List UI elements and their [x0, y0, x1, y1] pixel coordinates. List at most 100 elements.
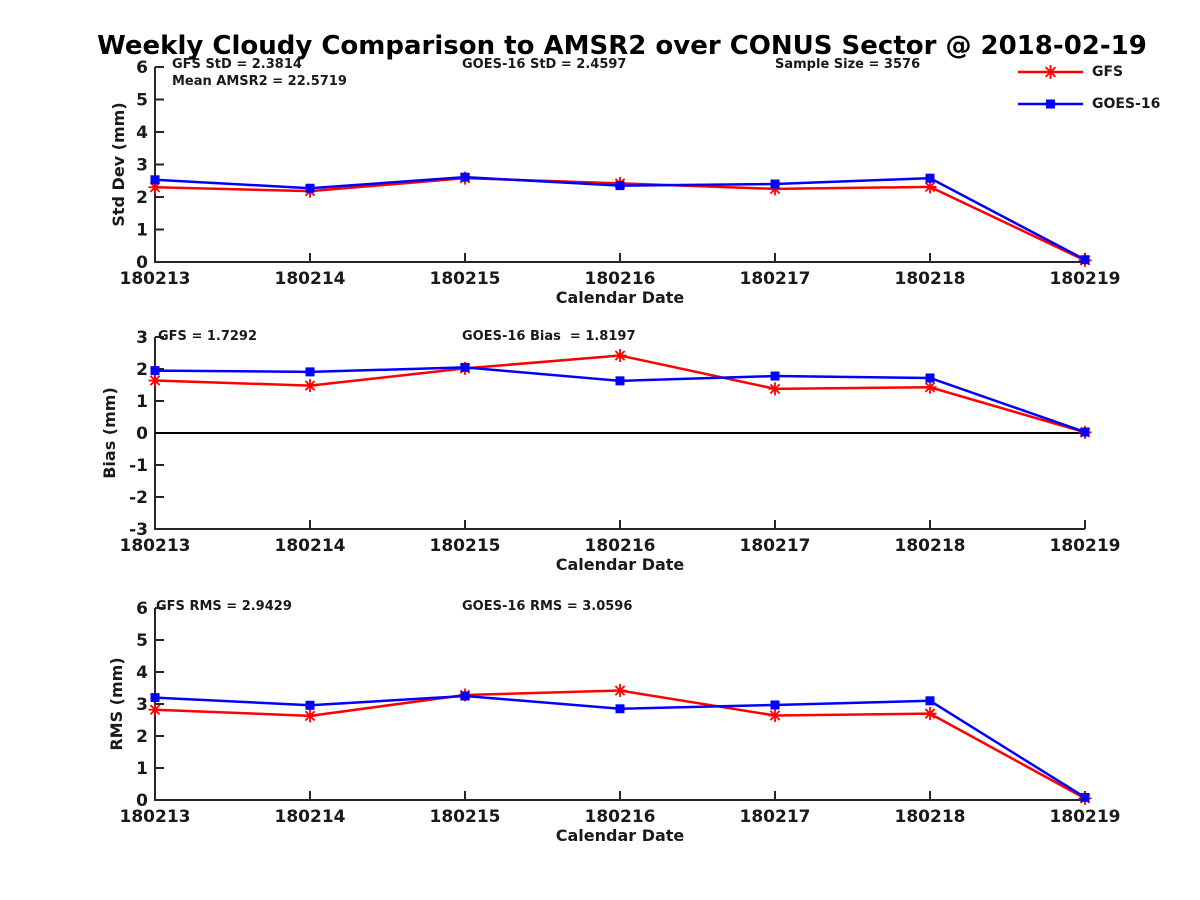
goes-16-marker	[460, 691, 470, 701]
gfs-marker	[768, 182, 782, 196]
goes16-line-square-icon	[1018, 99, 1083, 109]
gfs-legend-label: GFS	[1092, 64, 1124, 80]
x-tick-label: 180214	[275, 807, 346, 827]
y-tick-label: 3	[136, 156, 148, 176]
y-tick-label: -1	[129, 456, 148, 476]
y-tick-label: 4	[136, 663, 148, 683]
gfs-marker	[768, 709, 782, 723]
y-tick-label: 6	[136, 599, 148, 619]
goes-16-marker	[770, 371, 780, 381]
gfs-marker	[148, 180, 162, 194]
y-tick-label: 3	[136, 328, 148, 348]
y-tick-label: 6	[136, 58, 148, 78]
x-tick-label: 180215	[430, 807, 501, 827]
goes-16-marker	[1080, 427, 1090, 437]
x-tick-label: 180218	[895, 269, 966, 289]
y-axis-label: Bias (mm)	[100, 387, 119, 479]
x-tick-label: 180218	[895, 807, 966, 827]
x-tick-label: 180217	[740, 807, 811, 827]
gfs-legend-marker	[1043, 65, 1058, 79]
goes-16-marker	[460, 362, 470, 372]
page-title: Weekly Cloudy Comparison to AMSR2 over C…	[97, 31, 1147, 61]
std-dev-chart: 0 1 2 3 4 5 6 180213 180214 180215 180216 180217 180…	[109, 58, 1120, 307]
x-tick-label: 180216	[585, 269, 656, 289]
goes-16-marker	[150, 175, 160, 185]
y-tick-label: 2	[136, 188, 148, 208]
legend: GFS GOES-16	[1018, 64, 1160, 128]
goes-16-marker	[1080, 255, 1090, 265]
y-tick-label: 3	[136, 695, 148, 715]
x-tick-label: 180219	[1050, 269, 1121, 289]
goes16-legend-marker	[1046, 99, 1055, 109]
goes-16-marker	[925, 173, 935, 183]
goes-16-marker	[305, 183, 315, 193]
y-axis-label: Std Dev (mm)	[109, 102, 128, 226]
annotation-goes16-bias: GOES-16 Bias = 1.8197	[462, 329, 636, 344]
y-tick-label: 0	[136, 253, 148, 273]
annotation-gfs-bias: GFS = 1.7292	[158, 329, 258, 344]
annotation-gfs-rms: GFS RMS = 2.9429	[156, 599, 292, 614]
x-axis-label: Calendar Date	[556, 826, 685, 845]
gfs-marker	[303, 709, 317, 723]
annotation-goes16-std: GOES-16 StD = 2.4597	[462, 57, 627, 72]
goes-16-marker	[150, 366, 160, 376]
goes-16-marker	[615, 181, 625, 191]
x-axis-label: Calendar Date	[556, 555, 685, 574]
goes-16-marker	[615, 704, 625, 714]
rms-chart: 0 1 2 3 4 5 6 180213 180214 180215 180216 180217 180…	[107, 599, 1120, 845]
x-tick-label: 180219	[1050, 536, 1121, 556]
bias-chart: -3 -2 -1 0 1 2 3 180213 180214 180215 180216 180217…	[100, 328, 1120, 574]
annotation-mean-amsr2: Mean AMSR2 = 22.5719	[172, 74, 347, 89]
annotation-sample-size: Sample Size = 3576	[775, 57, 921, 72]
x-tick-label: 180213	[120, 807, 191, 827]
x-tick-label: 180213	[120, 536, 191, 556]
x-tick-label: 180216	[585, 807, 656, 827]
goes-16-marker	[460, 172, 470, 182]
series-line-gfs	[154, 354, 1086, 434]
gfs-marker	[923, 707, 937, 721]
x-tick-label: 180218	[895, 536, 966, 556]
x-tick-label: 180215	[430, 269, 501, 289]
y-axis-label: RMS (mm)	[107, 657, 126, 750]
gfs-marker	[923, 380, 937, 394]
goes-16-marker	[770, 179, 780, 189]
gfs-marker	[923, 180, 937, 194]
goes-16-marker	[305, 367, 315, 377]
x-tick-label: 180214	[275, 269, 346, 289]
gfs-marker	[613, 684, 627, 698]
goes-16-marker	[925, 696, 935, 706]
x-tick-label: 180219	[1050, 807, 1121, 827]
y-tick-label: 1	[136, 221, 148, 241]
goes16-legend-label: GOES-16	[1092, 96, 1161, 112]
goes-16-marker	[770, 700, 780, 710]
annotation-gfs-std: GFS StD = 2.3814	[172, 57, 302, 72]
goes-16-marker	[150, 693, 160, 703]
goes-16-marker	[925, 373, 935, 383]
y-tick-label: 4	[136, 123, 148, 143]
y-tick-label: -3	[129, 520, 148, 540]
x-tick-label: 180214	[275, 536, 346, 556]
series-line-gfs	[154, 176, 1086, 262]
gfs-marker	[613, 349, 627, 363]
gfs-marker	[768, 382, 782, 396]
gfs-marker	[148, 374, 162, 388]
y-tick-label: -2	[129, 488, 148, 508]
x-tick-label: 180216	[585, 536, 656, 556]
y-tick-label: 0	[136, 791, 148, 811]
gfs-marker	[148, 703, 162, 717]
x-tick-label: 180213	[120, 269, 191, 289]
y-tick-label: 1	[136, 392, 148, 412]
y-tick-label: 2	[136, 727, 148, 747]
y-tick-label: 1	[136, 759, 148, 779]
x-tick-label: 180217	[740, 269, 811, 289]
gfs-marker	[303, 379, 317, 393]
x-axis-label: Calendar Date	[556, 288, 685, 307]
gfs-line-asterisk-icon	[1018, 65, 1083, 79]
legend-item-goes16: GOES-16	[1018, 96, 1160, 112]
y-tick-label: 2	[136, 360, 148, 380]
legend-item-gfs: GFS	[1018, 64, 1160, 80]
y-tick-label: 0	[136, 424, 148, 444]
goes-16-marker	[1080, 792, 1090, 802]
